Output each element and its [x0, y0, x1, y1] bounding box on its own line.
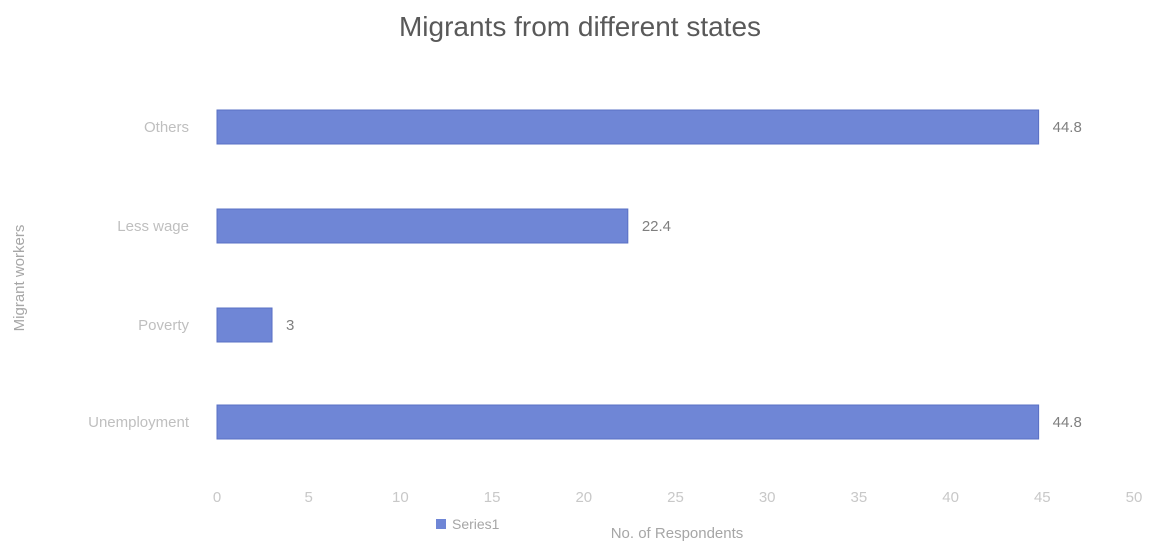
x-tick-label: 0 — [213, 489, 221, 506]
data-label: 22.4 — [642, 218, 671, 235]
bar-poverty — [216, 307, 273, 343]
bars-group — [216, 109, 1040, 440]
x-tick-label: 45 — [1034, 489, 1051, 506]
bar-less-wage — [216, 208, 629, 244]
category-label: Less wage — [117, 218, 189, 235]
data-label: 3 — [286, 317, 294, 334]
x-tick-label: 30 — [759, 489, 776, 506]
legend-label: Series1 — [452, 516, 500, 532]
x-tick-label: 35 — [851, 489, 868, 506]
x-tick-label: 10 — [392, 489, 409, 506]
legend: Series1 — [436, 516, 500, 532]
x-tick-label: 20 — [575, 489, 592, 506]
data-label: 44.8 — [1053, 414, 1082, 431]
category-label: Others — [144, 119, 189, 136]
x-tick-label: 5 — [305, 489, 313, 506]
data-label: 44.8 — [1053, 119, 1082, 136]
x-tick-label: 40 — [942, 489, 959, 506]
category-label: Unemployment — [88, 414, 190, 431]
bar-unemployment — [216, 404, 1040, 440]
legend-swatch — [436, 519, 446, 529]
x-tick-label: 15 — [484, 489, 501, 506]
category-label: Poverty — [138, 317, 189, 334]
bar-others — [216, 109, 1040, 145]
y-axis-title: Migrant workers — [11, 225, 28, 332]
chart-title: Migrants from different states — [399, 11, 761, 42]
x-axis-tick-labels: 0 5 10 15 20 25 30 35 40 45 50 — [213, 489, 1143, 506]
x-tick-label: 50 — [1126, 489, 1143, 506]
category-labels: Others Less wage Poverty Unemployment — [88, 119, 190, 431]
x-axis-title: No. of Respondents — [611, 525, 744, 542]
x-tick-label: 25 — [667, 489, 684, 506]
data-labels: 44.8 22.4 3 44.8 — [286, 119, 1082, 431]
